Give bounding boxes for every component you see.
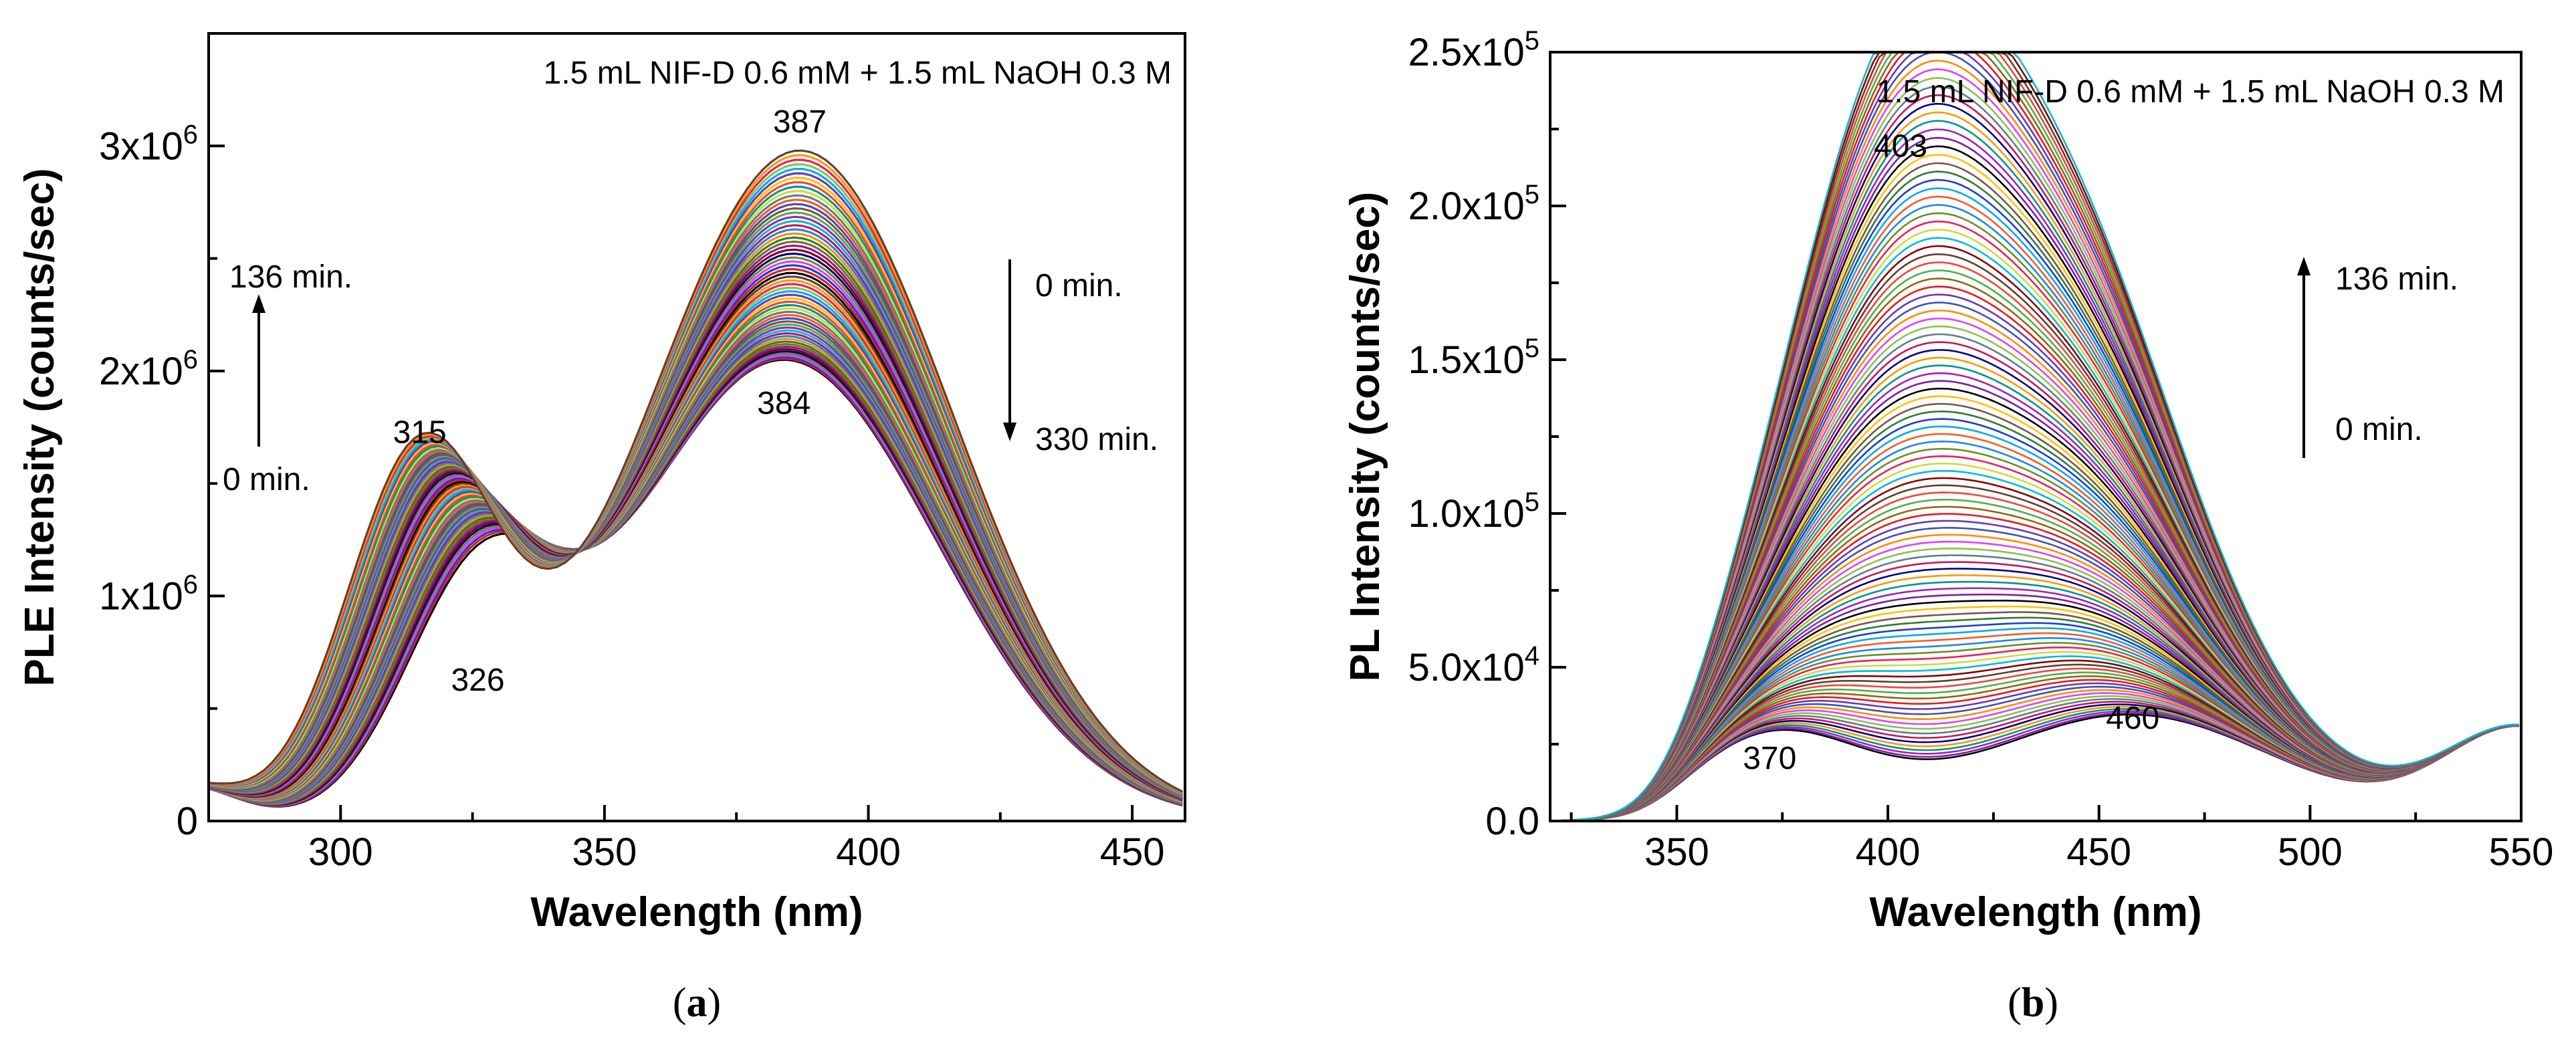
- panel-a-series-line: [208, 149, 1183, 793]
- panel-a-peak-label-384: 384: [757, 386, 811, 421]
- panel-b-caption: (b): [2008, 980, 2058, 1026]
- panel-a-arrow-down-end-label: 330 min.: [1035, 422, 1158, 457]
- panel-a-y-tick-label: 2x106: [99, 345, 198, 393]
- panel-a-y-tick-label: 1x106: [99, 570, 198, 618]
- panel-a-peak-label-326: 326: [451, 663, 504, 698]
- panel-b-x-tick-label: 450: [2066, 830, 2131, 874]
- panel-b-peak-label-403: 403: [1874, 128, 1927, 164]
- panel-a-arrow-up-end-label: 136 min.: [229, 259, 352, 295]
- panel-b-y-tick-label: 1.0x105: [1408, 487, 1539, 536]
- panel-a-legend-text: 1.5 mL NIF-D 0.6 mM + 1.5 mL NaOH 0.3 M: [544, 55, 1172, 91]
- panel-a-time-arrow-down: 0 min. 330 min.: [1003, 259, 1158, 457]
- panel-b-ticks: 350 400 450 500 550 0.0 5.0x104 1.0x105 1.5x105 2…: [1408, 26, 2554, 874]
- panel-b-series-group: [1549, 51, 2519, 822]
- panel-b-arrow-up-start-label: 0 min.: [2335, 412, 2423, 447]
- panel-b-peak-label-460: 460: [2106, 701, 2159, 736]
- panel-b-x-tick-label: 350: [1644, 830, 1709, 874]
- panel-a-x-tick-label: 450: [1100, 830, 1165, 874]
- panel-b-arrow-up-end-label: 136 min.: [2335, 261, 2458, 297]
- panel-a-x-tick-label: 300: [308, 830, 373, 874]
- panel-b-x-tick-label: 550: [2489, 830, 2554, 874]
- panel-a-series-group: [208, 149, 1183, 808]
- panel-b-y-tick-label: 2.0x105: [1408, 180, 1539, 228]
- panel-a-arrow-down-start-label: 0 min.: [1035, 268, 1123, 304]
- panel-b-x-tick-label: 500: [2278, 830, 2343, 874]
- panel-a-plot-frame: [207, 32, 1186, 822]
- panel-a-caption: (a): [673, 980, 721, 1026]
- panel-b-y-tick-label: 0.0: [1485, 800, 1539, 843]
- panel-b-time-arrow-up: 0 min. 136 min.: [2297, 257, 2458, 458]
- panel-a-ticks: 300 350 400 450 0 1x106 2x106 3x106: [99, 32, 1165, 874]
- panel-b-legend-text: 1.5 mL NIF-D 0.6 mM + 1.5 mL NaOH 0.3 M: [1876, 74, 2504, 110]
- panel-a-time-arrow-up: 0 min. 136 min.: [223, 259, 352, 497]
- panel-a-arrow-up-start-label: 0 min.: [223, 462, 310, 497]
- panel-a-peak-label-387: 387: [773, 104, 827, 140]
- panel-b-series-line: [1549, 51, 2519, 822]
- panel-a-y-tick-label: 0: [177, 800, 198, 843]
- panel-a-y-axis-title: PLE Intensity (counts/sec): [17, 168, 63, 686]
- panel-b-y-tick-label: 2.5x105: [1408, 26, 1539, 74]
- panel-b-y-axis-title: PL Intensity (counts/sec): [1342, 192, 1388, 682]
- panel-a-peak-label-315: 315: [393, 415, 447, 451]
- panel-a-x-tick-label: 400: [836, 830, 901, 874]
- panel-b-x-axis-title: Wavelength (nm): [1869, 889, 2202, 935]
- panel-b-x-tick-label: 400: [1856, 830, 1921, 874]
- panel-b-y-tick-label: 5.0x104: [1408, 641, 1539, 689]
- panel-a-x-axis-title: Wavelength (nm): [530, 889, 863, 935]
- panel-b-y-tick-label: 1.5x105: [1408, 334, 1539, 382]
- panel-b-chart: 350 400 450 500 550 0.0 5.0x104 1.0x105 1.5x105 2…: [1342, 26, 2553, 1026]
- panel-b-peak-label-370: 370: [1743, 741, 1796, 776]
- panel-a-chart: 300 350 400 450 0 1x106 2x106 3x106 1.5 mL NIF-…: [17, 32, 1186, 1026]
- panel-a-x-tick-label: 350: [572, 830, 637, 874]
- panel-a-y-tick-label: 3x106: [99, 120, 198, 168]
